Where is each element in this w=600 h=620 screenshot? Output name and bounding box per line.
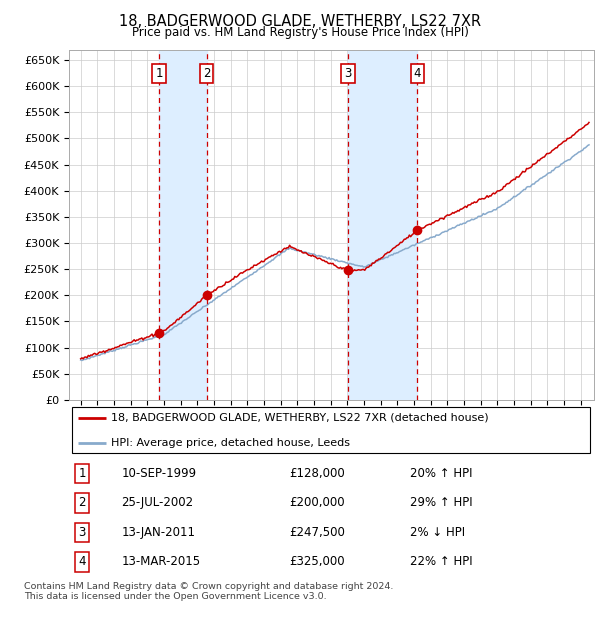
Text: Price paid vs. HM Land Registry's House Price Index (HPI): Price paid vs. HM Land Registry's House … — [131, 26, 469, 39]
Text: 29% ↑ HPI: 29% ↑ HPI — [410, 497, 473, 510]
Text: 13-JAN-2011: 13-JAN-2011 — [121, 526, 196, 539]
Text: 10-SEP-1999: 10-SEP-1999 — [121, 467, 197, 480]
Text: HPI: Average price, detached house, Leeds: HPI: Average price, detached house, Leed… — [111, 438, 350, 448]
Text: £247,500: £247,500 — [290, 526, 346, 539]
Text: £128,000: £128,000 — [290, 467, 345, 480]
Text: 2: 2 — [203, 66, 211, 79]
Text: 1: 1 — [155, 66, 163, 79]
Bar — [348, 50, 418, 400]
Text: 25-JUL-2002: 25-JUL-2002 — [121, 497, 194, 510]
Text: 22% ↑ HPI: 22% ↑ HPI — [410, 556, 473, 569]
Text: 3: 3 — [79, 526, 86, 539]
Text: 4: 4 — [413, 66, 421, 79]
Text: 18, BADGERWOOD GLADE, WETHERBY, LS22 7XR (detached house): 18, BADGERWOOD GLADE, WETHERBY, LS22 7XR… — [111, 412, 488, 423]
Text: 2: 2 — [79, 497, 86, 510]
Text: £200,000: £200,000 — [290, 497, 345, 510]
Text: 1: 1 — [79, 467, 86, 480]
FancyBboxPatch shape — [71, 407, 590, 453]
Text: 3: 3 — [344, 66, 352, 79]
Text: 2% ↓ HPI: 2% ↓ HPI — [410, 526, 466, 539]
Text: £325,000: £325,000 — [290, 556, 345, 569]
Text: 18, BADGERWOOD GLADE, WETHERBY, LS22 7XR: 18, BADGERWOOD GLADE, WETHERBY, LS22 7XR — [119, 14, 481, 29]
Text: Contains HM Land Registry data © Crown copyright and database right 2024.
This d: Contains HM Land Registry data © Crown c… — [24, 582, 394, 601]
Text: 13-MAR-2015: 13-MAR-2015 — [121, 556, 200, 569]
Text: 20% ↑ HPI: 20% ↑ HPI — [410, 467, 473, 480]
Bar — [159, 50, 206, 400]
Text: 4: 4 — [79, 556, 86, 569]
